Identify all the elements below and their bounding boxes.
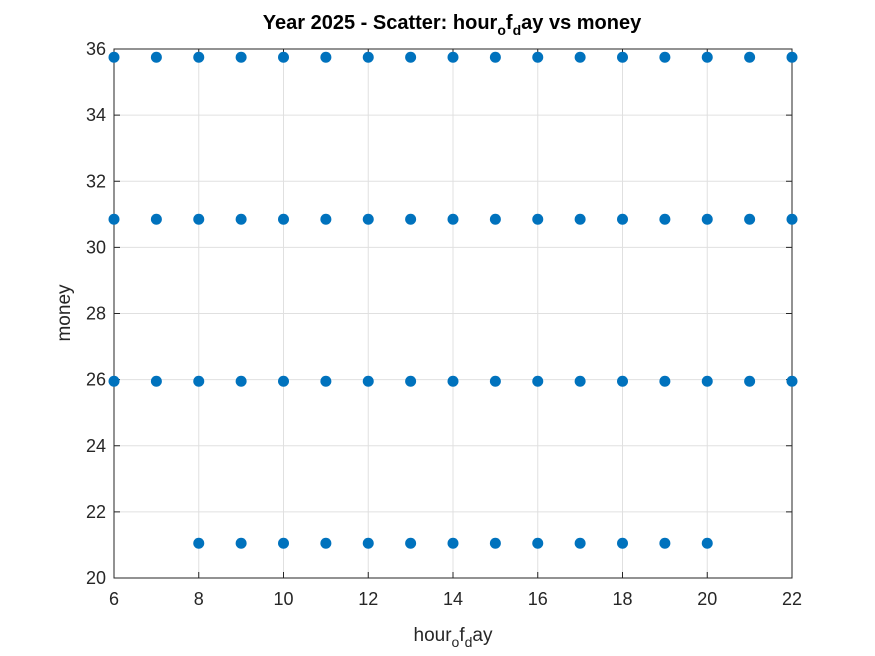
scatter-point: [193, 213, 205, 225]
scatter-point: [108, 213, 120, 225]
scatter-point: [193, 537, 205, 549]
scatter-point: [617, 375, 628, 387]
x-tick-label: 20: [697, 589, 717, 609]
scatter-point: [659, 51, 671, 63]
x-tick-label: 10: [273, 589, 293, 609]
scatter-point: [362, 375, 374, 387]
x-axis-label-main: hour: [414, 625, 453, 646]
scatter-point: [489, 375, 501, 387]
scatter-point: [786, 51, 798, 63]
chart-title-end: ay vs money: [521, 12, 642, 34]
y-tick-label: 22: [86, 502, 106, 522]
scatter-point: [447, 51, 459, 63]
data-points: [108, 51, 798, 549]
scatter-point: [447, 375, 459, 387]
scatter-point: [659, 375, 671, 387]
chart-title-mid: f: [506, 12, 513, 34]
scatter-point: [659, 213, 671, 225]
y-tick-label: 26: [86, 370, 106, 390]
y-tick-label: 28: [86, 304, 106, 324]
scatter-point: [150, 375, 162, 387]
scatter-point: [150, 213, 162, 225]
scatter-point: [362, 537, 374, 549]
scatter-point: [701, 213, 713, 225]
scatter-point: [108, 51, 120, 63]
x-axis-label-sub1: o: [452, 634, 460, 650]
scatter-point: [701, 537, 713, 549]
scatter-point: [532, 51, 544, 63]
scatter-point: [574, 375, 586, 387]
x-tick-label: 12: [358, 589, 378, 609]
scatter-point: [278, 537, 289, 549]
scatter-point: [235, 537, 247, 549]
x-tick-label: 18: [612, 589, 632, 609]
scatter-point: [617, 213, 628, 225]
scatter-point: [235, 375, 247, 387]
y-tick-label: 36: [86, 39, 106, 59]
scatter-point: [532, 213, 544, 225]
chart-title-sub1: o: [497, 22, 506, 38]
x-tick-label: 16: [528, 589, 548, 609]
x-tick-label: 6: [109, 589, 119, 609]
y-tick-label: 20: [86, 568, 106, 588]
scatter-point: [320, 375, 332, 387]
scatter-point: [405, 537, 417, 549]
y-tick-label: 30: [86, 237, 106, 257]
scatter-point: [193, 375, 205, 387]
scatter-point: [320, 51, 332, 63]
scatter-point: [574, 537, 586, 549]
x-axis-label-sub2: d: [465, 634, 473, 650]
scatter-point: [405, 213, 417, 225]
scatter-point: [362, 213, 374, 225]
scatter-point: [532, 537, 544, 549]
scatter-point: [617, 537, 628, 549]
x-axis-label: hourofday: [414, 625, 493, 650]
scatter-point: [320, 537, 332, 549]
scatter-point: [744, 51, 756, 63]
chart-title-main: Year 2025 - Scatter: hour: [263, 12, 498, 34]
scatter-point: [278, 375, 289, 387]
x-tick-label: 14: [443, 589, 463, 609]
scatter-point: [447, 537, 459, 549]
scatter-point: [701, 51, 713, 63]
scatter-point: [786, 375, 798, 387]
x-tick-label: 22: [782, 589, 802, 609]
scatter-point: [405, 51, 417, 63]
axis-ticks: 6 8 10 12 14 16 18 20 22 20 22 24 26 28 30 32 34 36: [86, 39, 802, 609]
scatter-point: [278, 213, 289, 225]
scatter-point: [405, 375, 417, 387]
scatter-point: [362, 51, 374, 63]
scatter-point: [108, 375, 120, 387]
chart-title: Year 2025 - Scatter: hourofday vs money: [263, 12, 642, 38]
scatter-point: [701, 375, 713, 387]
scatter-point: [278, 51, 289, 63]
scatter-point: [193, 51, 205, 63]
scatter-point: [489, 213, 501, 225]
y-tick-label: 34: [86, 105, 106, 125]
scatter-point: [489, 51, 501, 63]
y-axis-label: money: [54, 284, 75, 342]
y-tick-label: 24: [86, 436, 106, 456]
scatter-point: [744, 375, 756, 387]
scatter-point: [659, 537, 671, 549]
x-axis-label-end: ay: [472, 625, 493, 646]
x-axis-label-mid: f: [459, 625, 465, 646]
chart-title-sub2: d: [513, 22, 522, 38]
scatter-point: [150, 51, 162, 63]
scatter-point: [617, 51, 628, 63]
scatter-point: [320, 213, 332, 225]
scatter-point: [447, 213, 459, 225]
scatter-point: [235, 51, 247, 63]
scatter-point: [574, 51, 586, 63]
scatter-point: [574, 213, 586, 225]
scatter-point: [532, 375, 544, 387]
scatter-point: [744, 213, 756, 225]
scatter-point: [786, 213, 798, 225]
y-tick-label: 32: [86, 171, 106, 191]
scatter-point: [235, 213, 247, 225]
x-tick-label: 8: [194, 589, 204, 609]
scatter-point: [489, 537, 501, 549]
